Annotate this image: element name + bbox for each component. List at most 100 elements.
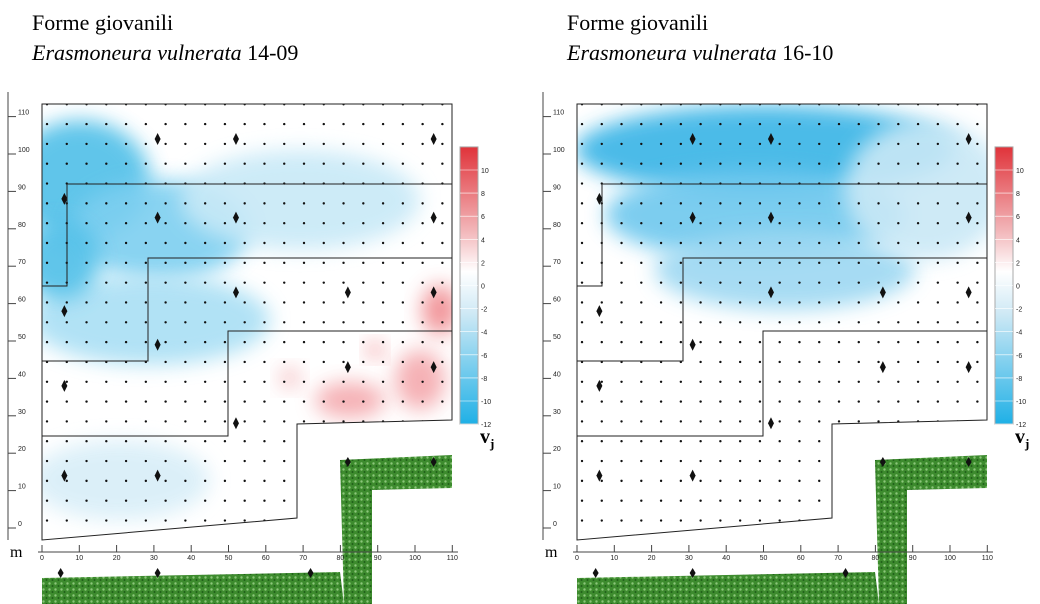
sample-point <box>224 222 226 224</box>
sample-point <box>303 163 305 165</box>
sample-point <box>184 321 186 323</box>
sample-point <box>798 262 800 264</box>
sample-point <box>877 163 879 165</box>
sample-point <box>699 361 701 363</box>
sample-point <box>699 222 701 224</box>
sample-point <box>739 301 741 303</box>
sample-point <box>917 321 919 323</box>
sample-point <box>263 123 265 125</box>
sample-point <box>620 400 622 402</box>
sample-point <box>421 163 423 165</box>
sample-point <box>243 321 245 323</box>
sample-point <box>421 519 423 521</box>
sample-point <box>204 381 206 383</box>
sample-point <box>382 301 384 303</box>
y-tick-label: 110 <box>553 110 564 117</box>
x-tick-label: 60 <box>262 555 270 562</box>
colorbar-tick-label: -8 <box>481 376 487 383</box>
sample-point <box>283 123 285 125</box>
sample-point <box>897 202 899 204</box>
sample-point <box>858 400 860 402</box>
sample-point <box>184 480 186 482</box>
sample-point <box>441 123 443 125</box>
sample-point <box>719 301 721 303</box>
sample-point <box>224 143 226 145</box>
sample-point <box>976 400 978 402</box>
sample-point <box>877 262 879 264</box>
sample-point <box>640 440 642 442</box>
sample-point <box>601 440 603 442</box>
sample-point <box>145 163 147 165</box>
sample-point <box>184 361 186 363</box>
sample-point <box>105 301 107 303</box>
sample-point <box>362 281 364 283</box>
sample-point <box>243 499 245 501</box>
sample-point <box>739 499 741 501</box>
sample-point <box>441 262 443 264</box>
sample-point <box>382 499 384 501</box>
sample-point <box>976 499 978 501</box>
sample-point <box>759 143 761 145</box>
sample-point <box>680 440 682 442</box>
sample-point <box>739 163 741 165</box>
y-tick-label: 70 <box>18 259 26 266</box>
sample-point <box>976 242 978 244</box>
y-tick-label: 40 <box>18 371 26 378</box>
sample-point <box>184 420 186 422</box>
sample-point <box>125 123 127 125</box>
sample-point <box>838 143 840 145</box>
sample-point <box>858 460 860 462</box>
colorbar-tick-label: 4 <box>1016 237 1020 244</box>
trap-marker <box>431 133 437 145</box>
sample-point <box>342 361 344 363</box>
sample-point <box>323 361 325 363</box>
colorbar-tick-label: -2 <box>481 307 487 314</box>
sample-point <box>759 499 761 501</box>
subscript: j <box>1024 436 1029 451</box>
sample-point <box>303 480 305 482</box>
sample-point <box>897 143 899 145</box>
colorbar-tick-label: 10 <box>1016 168 1024 175</box>
species: Erasmoneura vulnerata <box>566 40 777 65</box>
y-tick-label: 100 <box>18 147 30 154</box>
sample-point <box>263 499 265 501</box>
sample-point <box>818 440 820 442</box>
panel: Forme giovaniliErasmoneura vulnerata 16-… <box>543 10 1029 604</box>
sample-point <box>640 460 642 462</box>
sample-point <box>382 361 384 363</box>
sample-point <box>263 281 265 283</box>
sample-point <box>699 281 701 283</box>
sample-point <box>85 499 87 501</box>
sample-point <box>680 499 682 501</box>
sample-point <box>581 341 583 343</box>
sample-point <box>421 143 423 145</box>
trap-marker <box>345 361 351 373</box>
sample-point <box>877 123 879 125</box>
contour-blob <box>367 342 383 358</box>
sample-point <box>858 480 860 482</box>
sample-point <box>660 281 662 283</box>
sample-point <box>798 202 800 204</box>
sample-point <box>818 222 820 224</box>
sample-point <box>362 242 364 244</box>
x-tick-label: 30 <box>685 555 693 562</box>
sample-point <box>323 400 325 402</box>
panel-subtitle: Erasmoneura vulnerata 14-09 <box>31 40 298 65</box>
sample-point <box>243 460 245 462</box>
sample-point <box>759 321 761 323</box>
x-tick-label: 60 <box>797 555 805 562</box>
sample-point <box>263 143 265 145</box>
x-tick-label: 110 <box>982 555 993 562</box>
sample-point <box>362 381 364 383</box>
sample-point <box>620 480 622 482</box>
sample-point <box>283 420 285 422</box>
sample-point <box>382 222 384 224</box>
sample-point <box>105 262 107 264</box>
sample-point <box>224 420 226 422</box>
colorbar-label: vj <box>480 426 494 451</box>
sample-point <box>680 341 682 343</box>
sample-point <box>739 222 741 224</box>
sample-point <box>897 242 899 244</box>
sample-point <box>937 222 939 224</box>
sample-point <box>699 440 701 442</box>
